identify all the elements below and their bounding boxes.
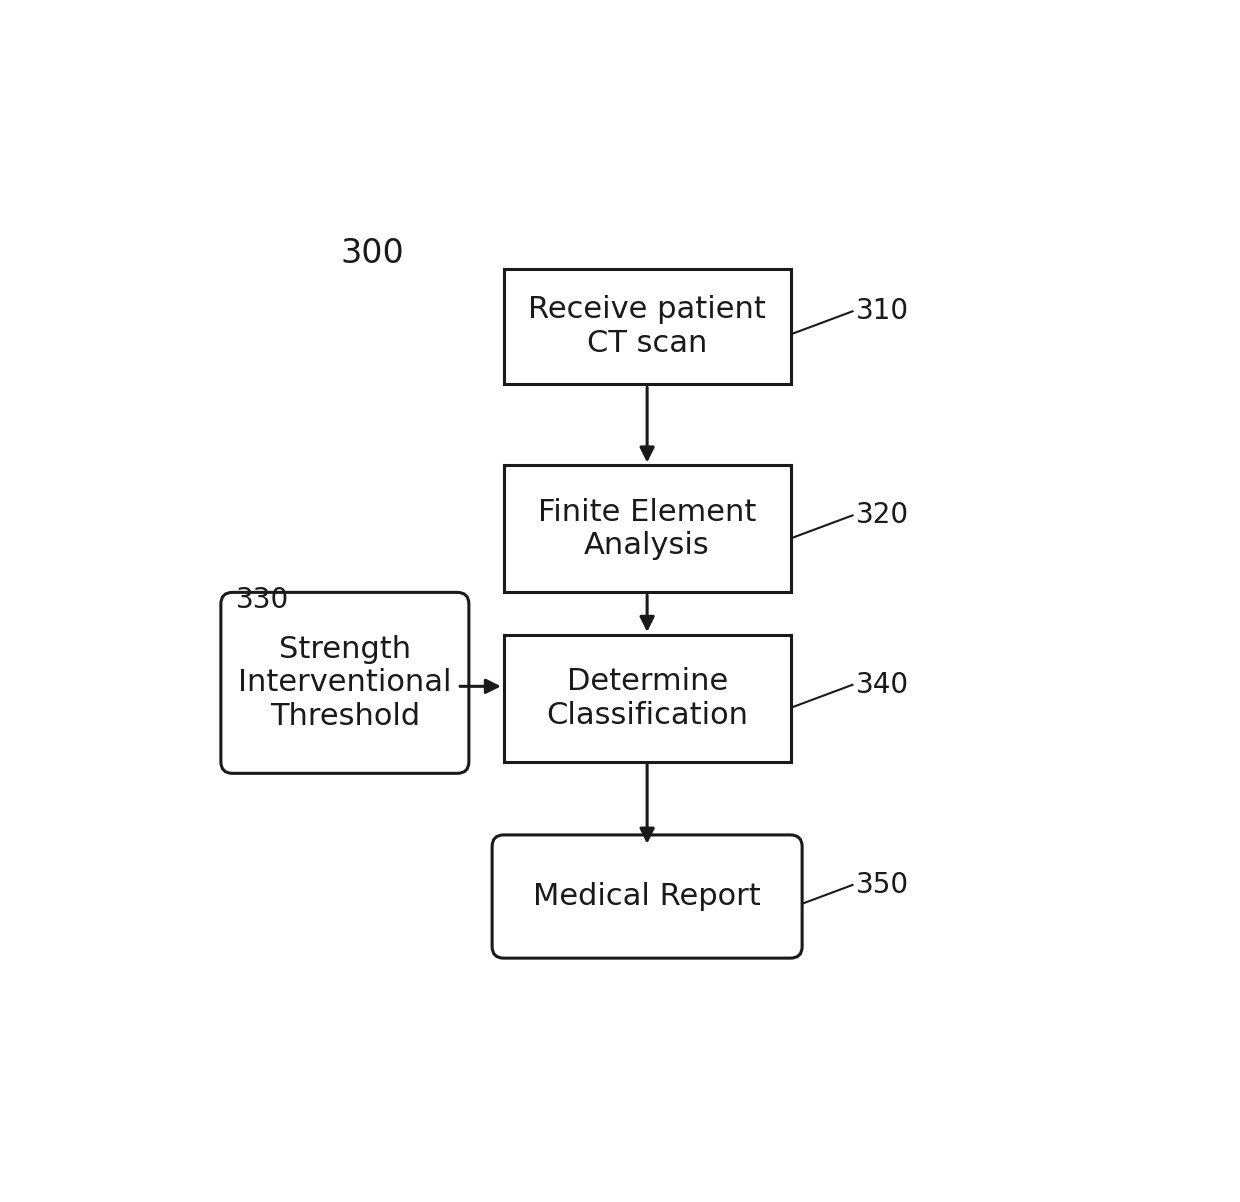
Text: 350: 350	[857, 871, 909, 899]
Text: 330: 330	[237, 587, 290, 614]
Text: 300: 300	[340, 237, 404, 270]
Text: Determine
Classification: Determine Classification	[546, 667, 748, 730]
FancyBboxPatch shape	[492, 835, 802, 958]
Text: Receive patient
CT scan: Receive patient CT scan	[528, 296, 766, 358]
Text: Finite Element
Analysis: Finite Element Analysis	[538, 498, 756, 560]
Text: 320: 320	[857, 501, 909, 529]
Text: 310: 310	[857, 297, 909, 326]
Text: Strength
Interventional
Threshold: Strength Interventional Threshold	[238, 635, 451, 731]
FancyBboxPatch shape	[503, 635, 791, 762]
FancyBboxPatch shape	[503, 269, 791, 385]
FancyBboxPatch shape	[503, 465, 791, 593]
FancyBboxPatch shape	[221, 593, 469, 773]
Text: 340: 340	[857, 671, 909, 698]
Text: Medical Report: Medical Report	[533, 882, 761, 911]
